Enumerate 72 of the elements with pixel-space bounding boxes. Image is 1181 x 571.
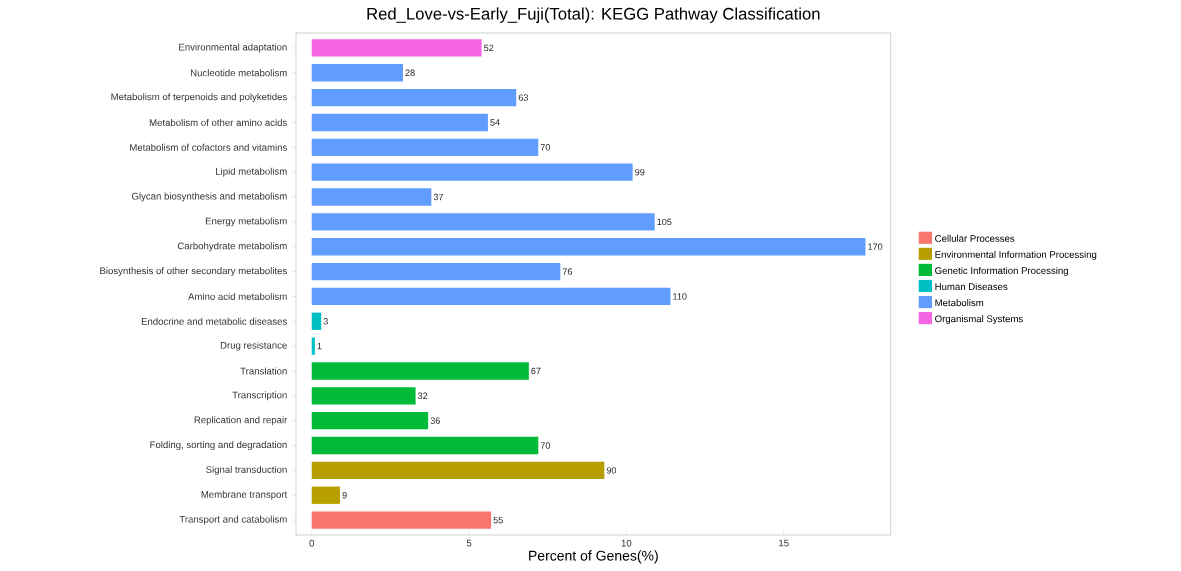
bar xyxy=(311,262,561,281)
y-tick-label: Signal transduction xyxy=(206,465,287,475)
legend-label: Metabolism xyxy=(935,299,984,307)
annotation: 54 xyxy=(490,119,500,126)
y-tick-label: Endocrine and metabolic diseases xyxy=(141,317,287,325)
bar xyxy=(311,188,432,206)
y-tick-label: Lipid metabolism xyxy=(216,167,287,177)
y-tick-label: Translation xyxy=(240,367,287,375)
annotation: 67 xyxy=(531,367,541,375)
bar xyxy=(311,238,866,256)
annotation: 32 xyxy=(417,392,428,400)
bar xyxy=(311,511,492,529)
annotation: 63 xyxy=(518,94,528,101)
y-tick-label: Transcription xyxy=(232,391,287,401)
y-tick-label: Environmental adaptation xyxy=(179,43,287,53)
bar xyxy=(311,113,488,132)
y-tick-label: Membrane transport xyxy=(201,490,288,500)
annotation: 36 xyxy=(430,417,440,424)
x-tick-label: 5 xyxy=(466,539,472,547)
y-tick-label: Nucleotide metabolism xyxy=(190,69,287,77)
annotation: 170 xyxy=(868,243,883,250)
annotation: 110 xyxy=(673,293,687,300)
annotation: 99 xyxy=(635,168,645,176)
x-tick-label: 0 xyxy=(309,539,315,547)
bar xyxy=(311,412,429,430)
legend-label: Human Diseases xyxy=(935,283,1008,291)
annotation: 3 xyxy=(323,318,328,325)
y-tick-label: Biosynthesis of other secondary metabolites xyxy=(100,267,287,277)
annotation: 90 xyxy=(606,467,617,474)
annotation: 70 xyxy=(540,144,551,151)
bar xyxy=(311,163,633,181)
legend-label: Organismal Systems xyxy=(935,315,1023,325)
annotation: 76 xyxy=(562,268,573,275)
bar xyxy=(311,138,539,156)
y-tick-label: Folding, sorting and degradation xyxy=(150,441,287,451)
bar xyxy=(311,362,529,380)
bar xyxy=(311,387,416,405)
bar xyxy=(311,64,403,82)
annotation: 55 xyxy=(493,516,503,524)
annotation: 70 xyxy=(540,442,551,449)
y-tick-label: Glycan biosynthesis and metabolism xyxy=(131,192,287,202)
bar xyxy=(311,461,605,480)
legend-label: Genetic Information Processing xyxy=(935,266,1068,276)
x-axis-title: Percent of Genes(%) xyxy=(529,550,658,564)
chart-title: Red_Love-vs-Early_Fuji(Total): KEGG Pathway Classification xyxy=(367,7,820,23)
annotation: 28 xyxy=(405,69,415,76)
bar xyxy=(311,213,655,231)
bar xyxy=(311,287,671,306)
bar xyxy=(311,436,539,455)
x-tick-label: 10 xyxy=(621,539,632,547)
annotation: 9 xyxy=(342,492,347,499)
y-tick-label: Metabolism of other amino acids xyxy=(149,118,287,126)
y-tick-label: Carbohydrate metabolism xyxy=(177,242,287,252)
y-tick-label: Metabolism of cofactors and vitamins xyxy=(130,143,287,151)
annotation: 37 xyxy=(433,193,443,201)
legend-label: Cellular Processes xyxy=(935,234,1015,242)
bar xyxy=(311,486,341,504)
annotation: 1 xyxy=(317,343,322,350)
annotation: 105 xyxy=(657,218,672,226)
y-tick-label: Drug resistance xyxy=(220,341,287,351)
y-tick-label: Metabolism of terpenoids and polyketides xyxy=(111,93,287,103)
bar xyxy=(311,88,517,107)
annotation: 52 xyxy=(484,44,494,52)
legend-label: Environmental Information Processing xyxy=(935,250,1097,260)
y-tick-label: Replication and repair xyxy=(194,416,288,426)
bar xyxy=(311,337,315,355)
y-tick-label: Amino acid metabolism xyxy=(188,292,287,300)
x-tick-label: 15 xyxy=(779,539,789,547)
bar xyxy=(311,312,322,330)
bar xyxy=(311,39,482,57)
y-tick-label: Energy metabolism xyxy=(205,217,287,227)
y-tick-label: Transport and catabolism xyxy=(179,515,287,525)
